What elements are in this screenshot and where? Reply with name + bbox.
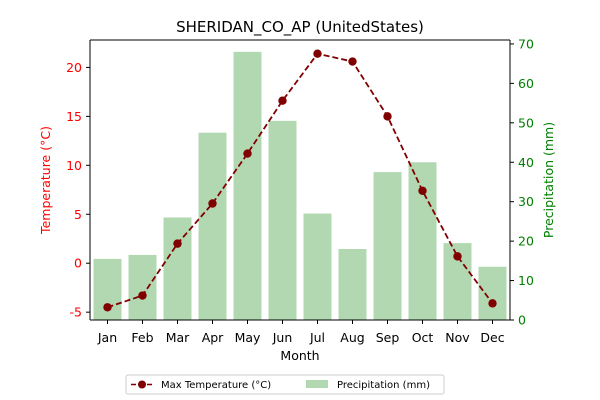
right-tick-label: 50 (518, 115, 534, 130)
x-tick-label-apr: Apr (202, 330, 224, 345)
right-tick-label: 30 (518, 194, 534, 209)
left-tick-label: 10 (66, 158, 82, 173)
left-tick-label: 5 (74, 207, 82, 222)
precip-bar-feb (128, 254, 157, 320)
legend: Max Temperature (°C) Precipitation (mm) (125, 374, 445, 395)
temp-point-mar (173, 239, 182, 248)
precip-bar-oct (408, 162, 437, 320)
left-tick-label: 20 (66, 60, 82, 75)
x-tick-label-sep: Sep (376, 330, 400, 345)
right-tick-label: 10 (518, 273, 534, 288)
x-tick-label-feb: Feb (131, 330, 153, 345)
right-tick-label: 40 (518, 155, 534, 170)
legend-bar-swatch (306, 380, 328, 388)
temp-point-feb (138, 291, 147, 300)
precip-bar-apr (198, 132, 227, 320)
right-axis-ticks: 0 10 20 30 40 50 60 70 (510, 36, 534, 328)
right-tick-label: 0 (518, 313, 526, 328)
chart-title: SHERIDAN_CO_AP (UnitedStates) (176, 18, 424, 37)
temperature-line-layer (103, 49, 497, 312)
x-tick-label-jun: Jun (272, 330, 293, 345)
left-axis-label: Temperature (°C) (38, 126, 53, 235)
left-tick-label: 0 (74, 256, 82, 271)
precip-bar-aug (338, 249, 367, 320)
temp-point-nov (453, 252, 462, 261)
x-axis-ticks: Jan Feb Mar Apr May Jun Jul Aug Sep Oct Nov Dec (97, 320, 505, 345)
temp-point-jul (313, 49, 322, 58)
right-tick-label: 60 (518, 76, 534, 91)
precip-bar-jul (303, 213, 332, 320)
right-tick-label: 70 (518, 36, 534, 51)
x-axis-label: Month (280, 348, 319, 363)
temp-point-jun (278, 96, 287, 105)
left-axis-ticks: -5 0 5 10 15 20 (66, 60, 90, 320)
left-tick-label: 15 (66, 109, 82, 124)
axes (89, 39, 511, 321)
precip-bar-may (233, 51, 262, 320)
x-tick-label-mar: Mar (166, 330, 190, 345)
precip-bar-sep (373, 172, 402, 320)
x-tick-label-may: May (235, 330, 261, 345)
legend-frame (125, 374, 445, 395)
legend-entry-temperature: Max Temperature (°C) (161, 380, 271, 391)
temp-point-dec (488, 299, 497, 308)
temperature-line (107, 52, 494, 309)
x-tick-label-aug: Aug (340, 330, 364, 345)
x-tick-label-nov: Nov (445, 330, 470, 345)
x-tick-label-oct: Oct (412, 330, 434, 345)
x-tick-label-dec: Dec (480, 330, 504, 345)
temp-point-sep (383, 112, 392, 121)
temp-point-jan (103, 303, 112, 312)
right-tick-label: 20 (518, 234, 534, 249)
temp-point-aug (348, 57, 357, 66)
right-axis-label: Precipitation (mm) (541, 122, 556, 238)
precip-bar-dec (478, 266, 507, 320)
legend-entry-precipitation: Precipitation (mm) (337, 380, 430, 391)
temp-point-apr (208, 199, 217, 208)
temp-point-may (243, 149, 252, 158)
precip-bar-jun (268, 120, 297, 321)
x-tick-label-jul: Jul (309, 330, 325, 345)
precip-bar-mar (163, 217, 192, 320)
temp-point-oct (418, 186, 427, 195)
precipitation-bars (93, 51, 507, 321)
legend-line-marker (138, 380, 146, 389)
x-tick-label-jan: Jan (97, 330, 117, 345)
left-tick-label: -5 (70, 305, 82, 320)
